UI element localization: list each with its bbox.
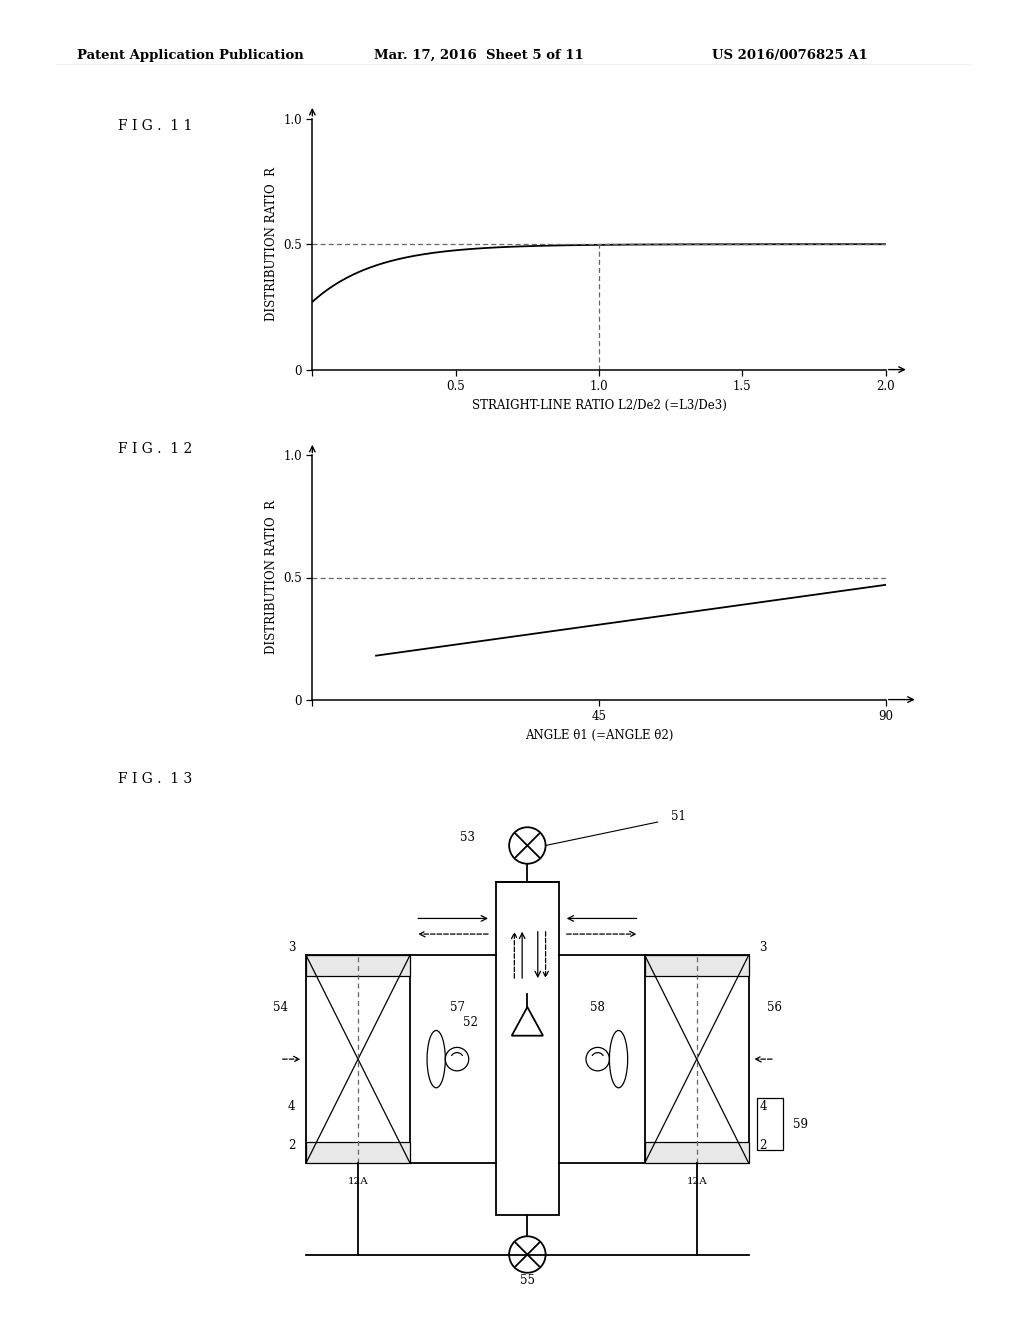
Text: 55: 55 xyxy=(520,1274,535,1287)
Text: 3: 3 xyxy=(759,941,767,953)
Text: Mar. 17, 2016  Sheet 5 of 11: Mar. 17, 2016 Sheet 5 of 11 xyxy=(374,49,584,62)
Text: F I G .  1 2: F I G . 1 2 xyxy=(118,442,193,457)
Text: F I G .  1 3: F I G . 1 3 xyxy=(118,772,193,787)
Bar xyxy=(306,954,411,975)
Text: 12A: 12A xyxy=(347,1177,369,1187)
Text: 51: 51 xyxy=(671,810,685,824)
Text: F I G .  1 1: F I G . 1 1 xyxy=(118,119,193,133)
X-axis label: STRAIGHT-LINE RATIO L2/De2 (=L3/De3): STRAIGHT-LINE RATIO L2/De2 (=L3/De3) xyxy=(472,399,726,412)
Y-axis label: DISTRIBUTION RATIO  R: DISTRIBUTION RATIO R xyxy=(264,168,278,321)
Y-axis label: DISTRIBUTION RATIO  R: DISTRIBUTION RATIO R xyxy=(264,500,278,655)
Text: 3: 3 xyxy=(288,941,296,953)
Text: 54: 54 xyxy=(272,1001,288,1014)
Bar xyxy=(644,954,749,1163)
Text: 2: 2 xyxy=(759,1139,767,1151)
Text: 56: 56 xyxy=(767,1001,782,1014)
Text: Patent Application Publication: Patent Application Publication xyxy=(77,49,303,62)
Bar xyxy=(644,954,749,975)
Bar xyxy=(306,1143,411,1163)
Bar xyxy=(306,954,411,1163)
Text: US 2016/0076825 A1: US 2016/0076825 A1 xyxy=(712,49,867,62)
Text: 58: 58 xyxy=(590,1001,605,1014)
Text: 59: 59 xyxy=(794,1118,808,1131)
X-axis label: ANGLE θ1 (=ANGLE θ2): ANGLE θ1 (=ANGLE θ2) xyxy=(525,729,673,742)
Text: 57: 57 xyxy=(450,1001,465,1014)
Bar xyxy=(644,1143,749,1163)
Text: 4: 4 xyxy=(288,1100,296,1113)
Text: 4: 4 xyxy=(759,1100,767,1113)
Text: 2: 2 xyxy=(288,1139,296,1151)
Bar xyxy=(757,1098,782,1150)
Text: 53: 53 xyxy=(460,832,475,845)
Text: 52: 52 xyxy=(463,1016,478,1030)
Bar xyxy=(496,882,559,1216)
Text: 12A: 12A xyxy=(686,1177,708,1187)
